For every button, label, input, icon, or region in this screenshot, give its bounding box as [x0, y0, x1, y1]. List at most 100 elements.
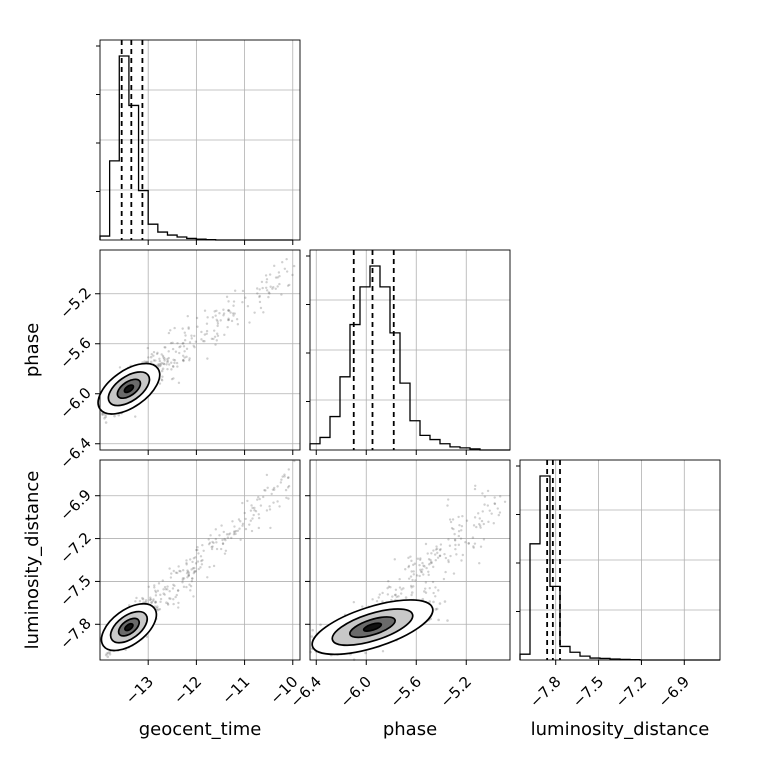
- sample-point: [224, 549, 228, 553]
- sample-point: [239, 538, 242, 541]
- sample-point: [415, 574, 419, 577]
- sample-point: [465, 519, 469, 522]
- sample-point: [236, 529, 240, 532]
- sample-point: [404, 568, 407, 571]
- sample-point: [203, 309, 207, 312]
- sample-point: [175, 361, 179, 365]
- sample-point: [159, 364, 162, 367]
- sample-point: [186, 314, 189, 318]
- sample-point: [272, 501, 275, 504]
- sample-point: [473, 487, 477, 491]
- sample-point: [447, 559, 450, 562]
- x-axis-label-geocent_time: geocent_time: [139, 719, 262, 740]
- panel-frame-phase: [309, 249, 511, 451]
- sample-point: [409, 575, 413, 578]
- sample-point: [443, 552, 446, 556]
- sample-point: [192, 571, 196, 575]
- x-tick-label: −5.6: [387, 673, 425, 711]
- sample-point: [258, 288, 261, 291]
- sample-point: [281, 261, 284, 264]
- sample-point: [187, 573, 191, 576]
- sample-point: [258, 300, 262, 304]
- sample-point: [253, 506, 256, 510]
- sample-point: [453, 532, 456, 536]
- sample-point: [135, 596, 138, 600]
- sample-point: [248, 523, 251, 526]
- sample-point: [424, 581, 428, 584]
- histogram-phase: [309, 265, 510, 451]
- sample-point: [268, 273, 272, 276]
- sample-point: [420, 570, 424, 574]
- sample-point: [192, 557, 196, 560]
- sample-point: [208, 565, 211, 569]
- sample-point: [207, 543, 211, 546]
- sample-point: [143, 360, 146, 363]
- sample-point: [161, 375, 164, 378]
- sample-point: [196, 560, 200, 563]
- sample-point: [444, 556, 448, 560]
- y-tick-label: −6.0: [56, 384, 94, 422]
- sample-point: [413, 562, 417, 565]
- sample-point: [167, 331, 171, 335]
- sample-point: [269, 285, 272, 288]
- sample-point: [181, 342, 184, 345]
- sample-point: [157, 608, 160, 611]
- sample-point: [454, 547, 457, 551]
- sample-point: [233, 312, 236, 315]
- sample-point: [159, 597, 163, 601]
- sample-point: [430, 552, 433, 555]
- sample-point: [285, 270, 289, 273]
- sample-point: [150, 353, 153, 356]
- y-tick-label: −6.4: [56, 434, 94, 472]
- sample-point: [257, 513, 260, 516]
- sample-point: [171, 341, 174, 345]
- sample-point: [418, 574, 421, 578]
- sample-point: [233, 525, 236, 528]
- sample-point: [182, 585, 186, 589]
- sample-point: [460, 559, 463, 562]
- sample-point: [176, 365, 179, 368]
- sample-point: [276, 500, 279, 503]
- sample-point: [458, 523, 461, 527]
- sample-point: [432, 591, 435, 595]
- sample-point: [276, 285, 279, 288]
- sample-point: [104, 421, 108, 424]
- sample-point: [188, 359, 191, 362]
- sample-point: [409, 584, 413, 588]
- sample-point: [222, 314, 225, 317]
- sample-point: [193, 570, 196, 574]
- sample-point: [428, 600, 432, 603]
- x-tick-label: −6.0: [337, 673, 375, 711]
- sample-point: [400, 588, 403, 591]
- sample-point: [178, 351, 181, 355]
- sample-point: [154, 359, 157, 362]
- sample-point: [173, 584, 176, 587]
- sample-point: [423, 590, 426, 593]
- sample-point: [162, 356, 165, 359]
- sample-point: [478, 562, 481, 565]
- sample-point: [399, 592, 403, 595]
- sample-point: [232, 300, 236, 303]
- x-tick-label: −7.8: [526, 673, 564, 711]
- sample-point: [246, 499, 249, 503]
- sample-point: [389, 585, 392, 589]
- sample-point: [185, 563, 188, 566]
- sample-point: [278, 275, 281, 278]
- sample-point: [196, 546, 199, 549]
- sample-point: [216, 322, 220, 325]
- x-tick-label: −13: [122, 673, 157, 708]
- sample-point: [451, 518, 455, 521]
- sample-point: [229, 311, 232, 314]
- sample-point: [218, 534, 221, 537]
- sample-point: [276, 276, 279, 279]
- sample-point: [257, 516, 261, 520]
- sample-point: [280, 478, 283, 481]
- sample-point: [236, 323, 240, 326]
- sample-point: [161, 579, 165, 582]
- sample-point: [172, 583, 175, 586]
- sample-point: [419, 557, 422, 560]
- sample-point: [486, 504, 490, 507]
- sample-point: [223, 333, 226, 337]
- sample-point: [482, 538, 486, 541]
- sample-point: [176, 589, 180, 592]
